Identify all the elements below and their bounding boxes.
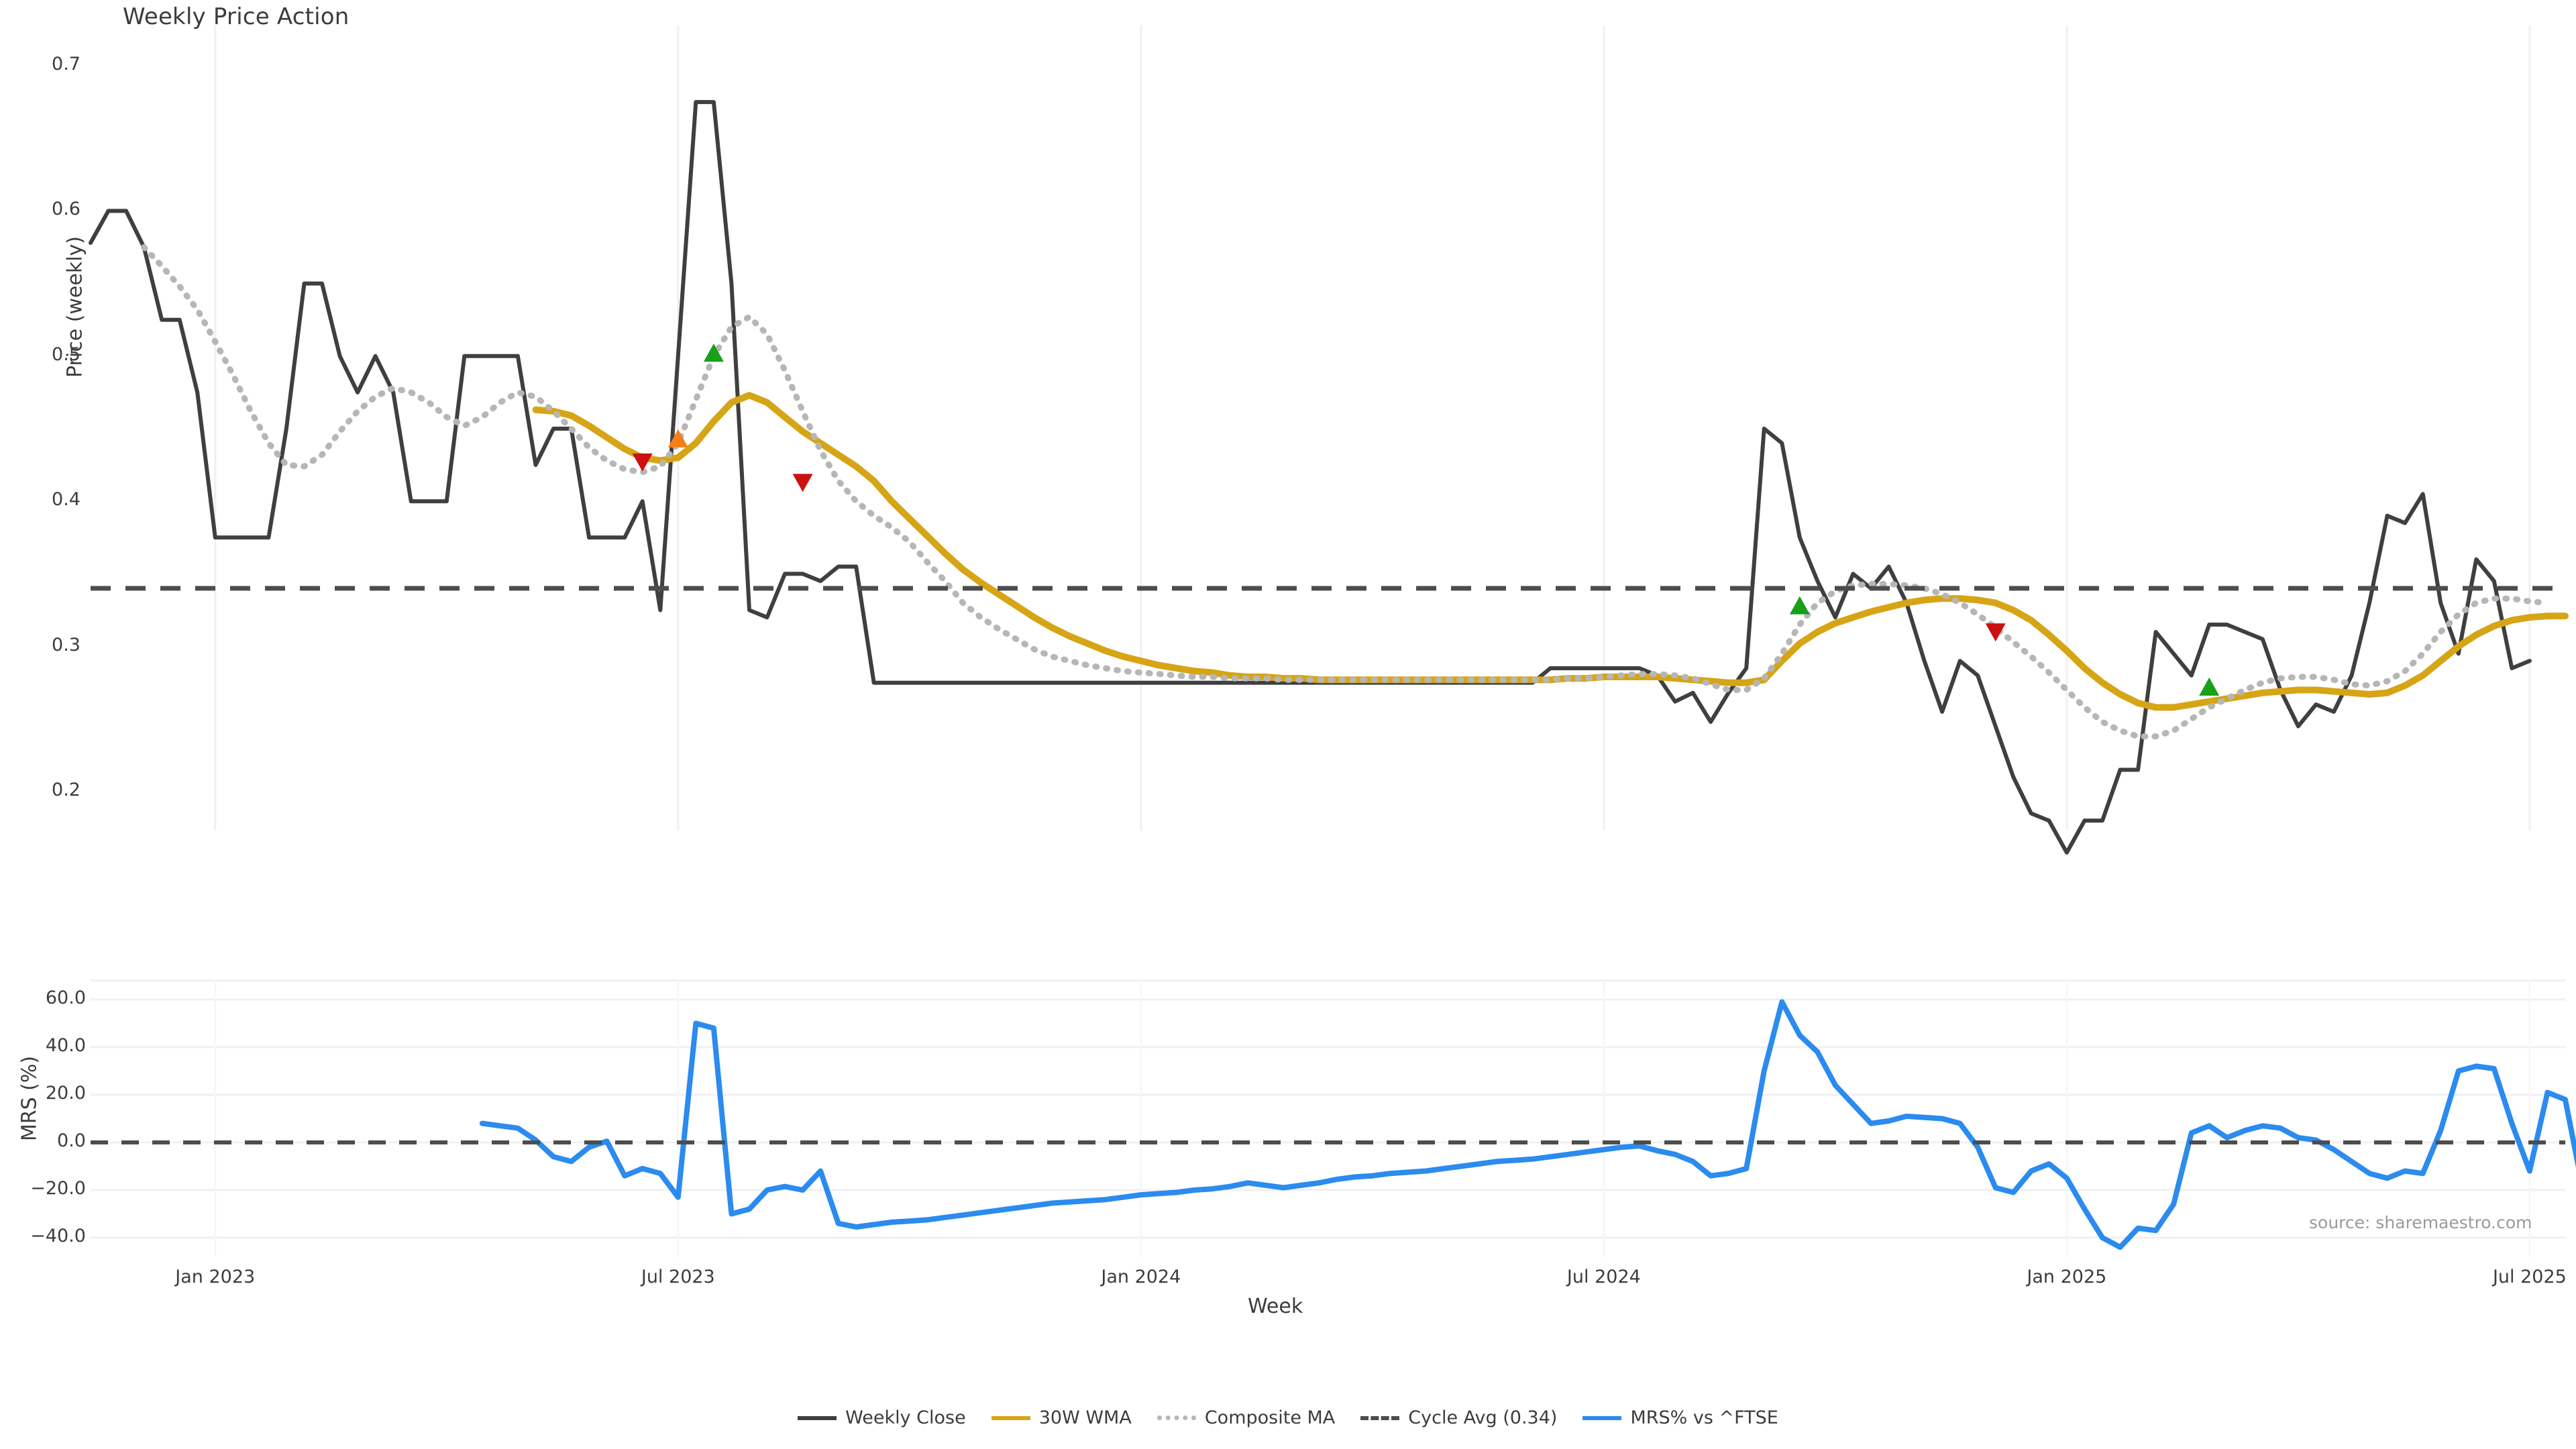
y-tick-mrs: 40.0	[45, 1035, 86, 1056]
y-tick-price: 0.5	[52, 343, 80, 365]
buy-marker	[667, 429, 688, 447]
price-series-30w-wma	[532, 392, 2569, 711]
y-tick-price: 0.4	[52, 489, 80, 511]
y-tick-mrs: 20.0	[45, 1083, 86, 1104]
mrs-series-line	[479, 999, 2576, 1250]
chart-title: Weekly Price Action	[123, 3, 350, 30]
legend-swatch-solid	[798, 1415, 837, 1420]
x-tick: Jul 2024	[1566, 1267, 1641, 1287]
y-tick-price: 0.6	[52, 199, 80, 220]
buy-marker	[703, 343, 724, 362]
y-tick-mrs: 0.0	[57, 1130, 86, 1151]
y-tick-mrs: −40.0	[30, 1226, 86, 1246]
sell-marker	[632, 453, 653, 472]
source-attribution: source: sharemaestro.com	[2309, 1213, 2532, 1232]
x-axis-label: Week	[1248, 1295, 1303, 1318]
legend-swatch-dotted	[1157, 1415, 1196, 1420]
buy-marker	[1789, 596, 1810, 614]
y-tick-price: 0.2	[52, 780, 80, 800]
price-series-weekly-close	[89, 100, 2532, 855]
sell-marker	[792, 474, 813, 492]
y-tick-mrs: 60.0	[45, 987, 86, 1008]
buy-marker	[2199, 677, 2220, 696]
legend-item[interactable]: Cycle Avg (0.34)	[1360, 1407, 1557, 1428]
legend-item[interactable]: Composite MA	[1157, 1407, 1335, 1428]
legend-item[interactable]: MRS% vs ^FTSE	[1582, 1407, 1778, 1428]
legend-item[interactable]: Weekly Close	[798, 1407, 966, 1428]
price-series-composite-ma	[141, 244, 2551, 740]
sell-marker	[1985, 623, 2006, 642]
x-tick: Jul 2023	[641, 1267, 715, 1287]
legend-item[interactable]: 30W WMA	[991, 1407, 1132, 1428]
y-tick-price: 0.7	[52, 54, 80, 74]
x-tick: Jul 2025	[2492, 1267, 2567, 1287]
legend-label: 30W WMA	[1038, 1407, 1132, 1428]
x-tick: Jan 2023	[175, 1267, 256, 1287]
legend-label: Cycle Avg (0.34)	[1408, 1407, 1558, 1428]
legend-swatch-dashed	[1360, 1415, 1400, 1420]
legend-label: Composite MA	[1204, 1407, 1336, 1428]
legend-swatch-solid	[991, 1415, 1030, 1420]
legend-label: Weekly Close	[845, 1407, 966, 1428]
y-tick-mrs: −20.0	[30, 1178, 86, 1199]
x-tick: Jan 2025	[2027, 1267, 2107, 1287]
legend-swatch-solid	[1582, 1415, 1622, 1420]
x-tick: Jan 2024	[1101, 1267, 1181, 1287]
legend-label: MRS% vs ^FTSE	[1630, 1407, 1778, 1428]
chart-legend: Weekly Close 30W WMA Composite MA Cycle Avg…	[0, 1407, 2576, 1428]
y-tick-price: 0.3	[52, 634, 80, 655]
